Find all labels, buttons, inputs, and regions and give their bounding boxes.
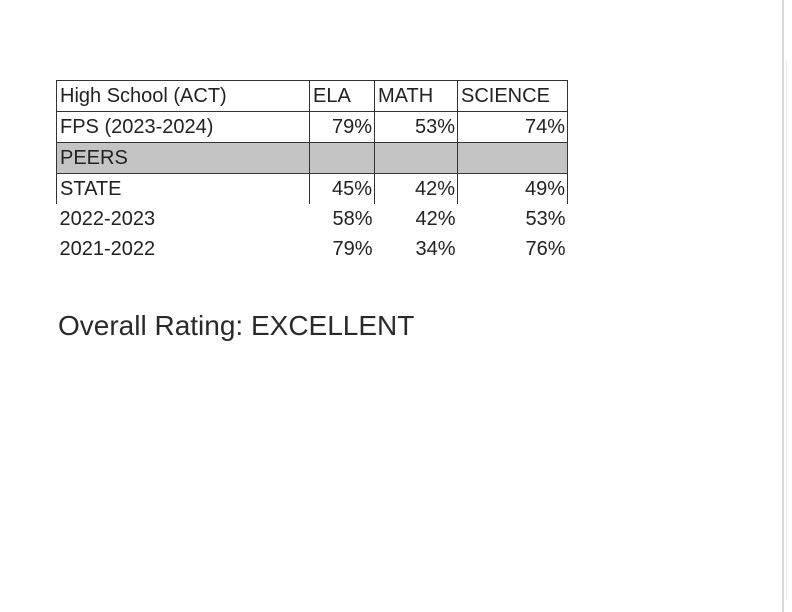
cell-ela: 58% — [332, 208, 373, 230]
row-label: PEERS — [56, 142, 310, 174]
row-label: STATE — [56, 173, 310, 204]
scan-edge-line — [782, 0, 784, 612]
cell-science — [457, 142, 568, 174]
cell-math: 42% — [415, 208, 456, 230]
cell-science: 49% — [457, 173, 568, 204]
header-ela: ELA — [309, 80, 375, 112]
cell-math: 42% — [374, 173, 458, 204]
cell-science: 76% — [525, 238, 566, 260]
cell-ela: 79% — [309, 111, 375, 143]
act-results-table: High School (ACT) ELA MATH SCIENCE FPS (… — [56, 80, 568, 264]
cell-science: 74% — [457, 111, 568, 143]
header-science: SCIENCE — [457, 80, 568, 112]
cell-math — [374, 142, 458, 174]
table-row: 2021-2022 79% 34% 76% — [57, 234, 568, 264]
cell-ela: 45% — [309, 173, 375, 204]
overall-rating: Overall Rating: EXCELLENT — [58, 310, 415, 341]
header-math: MATH — [374, 80, 458, 112]
table-header-row: High School (ACT) ELA MATH SCIENCE — [56, 80, 568, 112]
row-label: 2022-2023 — [59, 208, 156, 230]
cell-ela — [309, 142, 375, 174]
cell-science: 53% — [525, 208, 566, 230]
header-school: High School (ACT) — [56, 80, 310, 112]
cell-math: 34% — [415, 238, 456, 260]
table-row: PEERS — [56, 142, 568, 174]
scan-edge-line — [786, 60, 787, 600]
table-row: FPS (2023-2024) 79% 53% 74% — [56, 111, 568, 143]
row-label: FPS (2023-2024) — [56, 111, 310, 143]
cell-math: 53% — [374, 111, 458, 143]
table-row: STATE 45% 42% 49% — [56, 173, 568, 204]
table-row: 2022-2023 58% 42% 53% — [57, 204, 568, 234]
row-label: 2021-2022 — [59, 238, 156, 260]
cell-ela: 79% — [332, 238, 373, 260]
